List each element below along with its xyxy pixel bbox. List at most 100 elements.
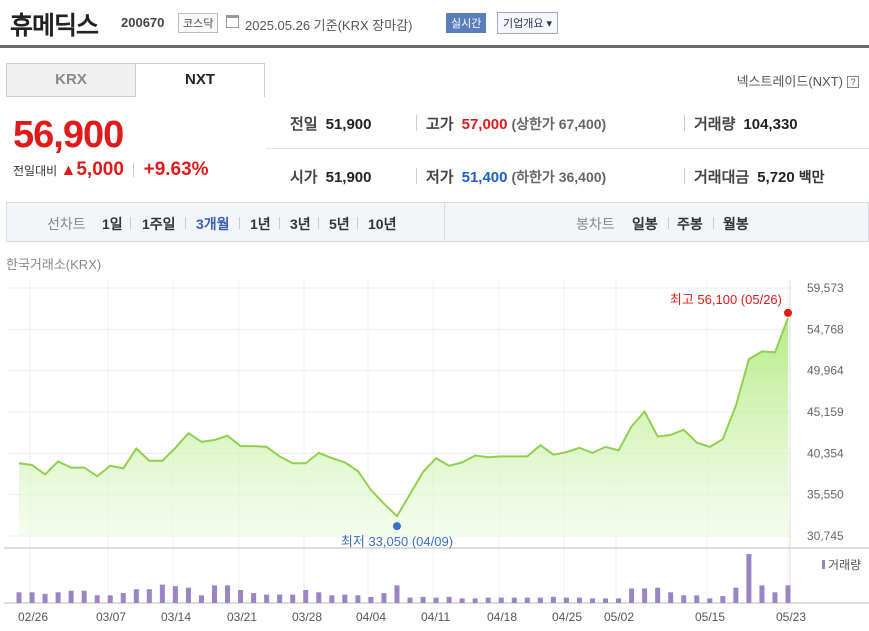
- high-price: 고가 57,000 (상한가 67,400): [426, 113, 606, 134]
- period-1y[interactable]: 1년: [250, 216, 271, 232]
- y-tick-label: 54,768: [807, 322, 844, 336]
- price-chart[interactable]: 59,573 54,768 49,964 45,159 40,354 35,550 30,7…: [0, 278, 869, 631]
- volume-bar: [277, 594, 283, 603]
- market-badge: 코스닥: [178, 13, 219, 33]
- tab-nxt[interactable]: NXT: [135, 63, 265, 97]
- volume-bar: [81, 590, 87, 603]
- up-arrow-icon: ▲: [60, 162, 77, 179]
- candle-daily[interactable]: 일봉: [632, 216, 658, 232]
- y-tick-label: 35,550: [807, 488, 844, 502]
- low-label: 저가: [426, 169, 454, 186]
- min-label: 최저 33,050 (04/09): [341, 534, 453, 549]
- candle-monthly[interactable]: 월봉: [723, 216, 749, 232]
- x-tick-label: 03/28: [292, 610, 322, 624]
- divider: [279, 217, 280, 229]
- volume-bar: [668, 592, 674, 603]
- low-value: 51,400: [461, 169, 508, 186]
- period-1d[interactable]: 1일: [102, 216, 123, 232]
- volume-bar: [29, 592, 35, 603]
- price-line: [18, 317, 789, 518]
- company-info-dropdown[interactable]: 기업개요 ▾: [497, 12, 559, 34]
- divider: [130, 217, 131, 229]
- divider: [416, 115, 417, 131]
- y-tick-label: 59,573: [807, 281, 844, 295]
- volume-bar: [550, 596, 556, 603]
- volume-bar: [746, 554, 752, 603]
- divider: [713, 217, 714, 229]
- nxt-info-label: 넥스트레이드(NXT): [736, 74, 843, 89]
- high-label: 고가: [426, 116, 454, 133]
- volume-bar: [498, 597, 504, 603]
- volume-bar: [642, 588, 648, 603]
- divider: [668, 217, 669, 229]
- exchange-tabs: KRX NXT: [6, 63, 266, 97]
- volume-bar: [694, 595, 700, 603]
- x-tick-label: 02/26: [18, 610, 48, 624]
- price-change: 전일대비 ▲5,000 +9.63%: [13, 159, 209, 181]
- max-marker: [784, 308, 792, 317]
- current-price: 56,900: [13, 114, 124, 156]
- volume-bar: [733, 587, 739, 603]
- y-tick-label: 30,745: [807, 529, 844, 543]
- volume-bar: [146, 589, 152, 603]
- volume-label: 거래량: [694, 116, 736, 133]
- stock-name: 휴메딕스: [10, 12, 99, 40]
- volume-bar: [368, 596, 374, 603]
- volume-bar: [524, 597, 530, 603]
- volume-bar: [16, 592, 22, 603]
- x-tick-label: 04/11: [421, 610, 450, 624]
- period-3m[interactable]: 3개월: [196, 216, 230, 232]
- volume-bar: [303, 589, 309, 603]
- volume-bar: [172, 586, 178, 603]
- volume-bar: [616, 598, 622, 603]
- volume-bar: [772, 592, 778, 603]
- open-value: 51,900: [325, 169, 372, 186]
- volume-bar: [407, 597, 413, 603]
- candle-weekly[interactable]: 주봉: [677, 216, 703, 232]
- realtime-button[interactable]: 실시간: [446, 13, 487, 33]
- y-tick-label: 49,964: [807, 364, 844, 378]
- prev-close-label: 전일: [290, 116, 318, 133]
- volume-bar: [537, 597, 543, 603]
- divider: [318, 217, 319, 229]
- row-divider: [266, 148, 869, 149]
- y-tick-label: 40,354: [807, 446, 844, 460]
- volume-bar: [785, 585, 791, 603]
- volume-bar: [290, 594, 296, 603]
- volume-bar: [707, 598, 713, 603]
- volume-bar: [68, 590, 74, 603]
- period-3y[interactable]: 3년: [290, 216, 311, 232]
- volume-bar: [563, 597, 569, 603]
- volume-bar: [316, 592, 322, 603]
- x-tick-label: 03/07: [96, 610, 126, 624]
- divider: [444, 203, 445, 241]
- period-10y[interactable]: 10년: [368, 216, 397, 232]
- volume-bar: [159, 584, 165, 603]
- max-label: 최고 56,100 (05/26): [670, 292, 782, 307]
- low-price: 저가 51,400 (하한가 36,400): [426, 166, 606, 187]
- tab-krx[interactable]: KRX: [6, 63, 136, 97]
- open-label: 시가: [290, 169, 318, 186]
- volume-value: 104,330: [743, 116, 798, 133]
- amount-unit: 백만: [798, 169, 825, 185]
- amount-value: 5,720: [757, 169, 795, 186]
- period-1w[interactable]: 1주일: [142, 216, 176, 232]
- volume-bar: [120, 593, 126, 603]
- trade-amount: 거래대금 5,720 백만: [694, 166, 825, 187]
- stock-header: 휴메딕스 200670 코스닥 2025.05.26 기준(KRX 장마감) 실…: [0, 0, 869, 48]
- min-marker: [392, 522, 401, 531]
- volume-bar: [42, 593, 48, 603]
- volume-bar: [511, 597, 517, 603]
- volume-bar: [55, 592, 61, 603]
- price-info-grid: 전일 51,900 고가 57,000 (상한가 67,400) 거래량 104,330…: [266, 97, 869, 200]
- volume-bar: [759, 585, 765, 603]
- change-amount: 5,000: [76, 159, 124, 180]
- help-icon[interactable]: ?: [847, 76, 859, 88]
- period-5y[interactable]: 5년: [329, 216, 350, 232]
- x-tick-label: 04/25: [552, 610, 582, 624]
- volume-bar: [576, 597, 582, 603]
- divider: [185, 217, 186, 229]
- divider: [684, 168, 685, 184]
- candle-chart-label: 봉차트: [576, 216, 615, 232]
- divider: [684, 115, 685, 131]
